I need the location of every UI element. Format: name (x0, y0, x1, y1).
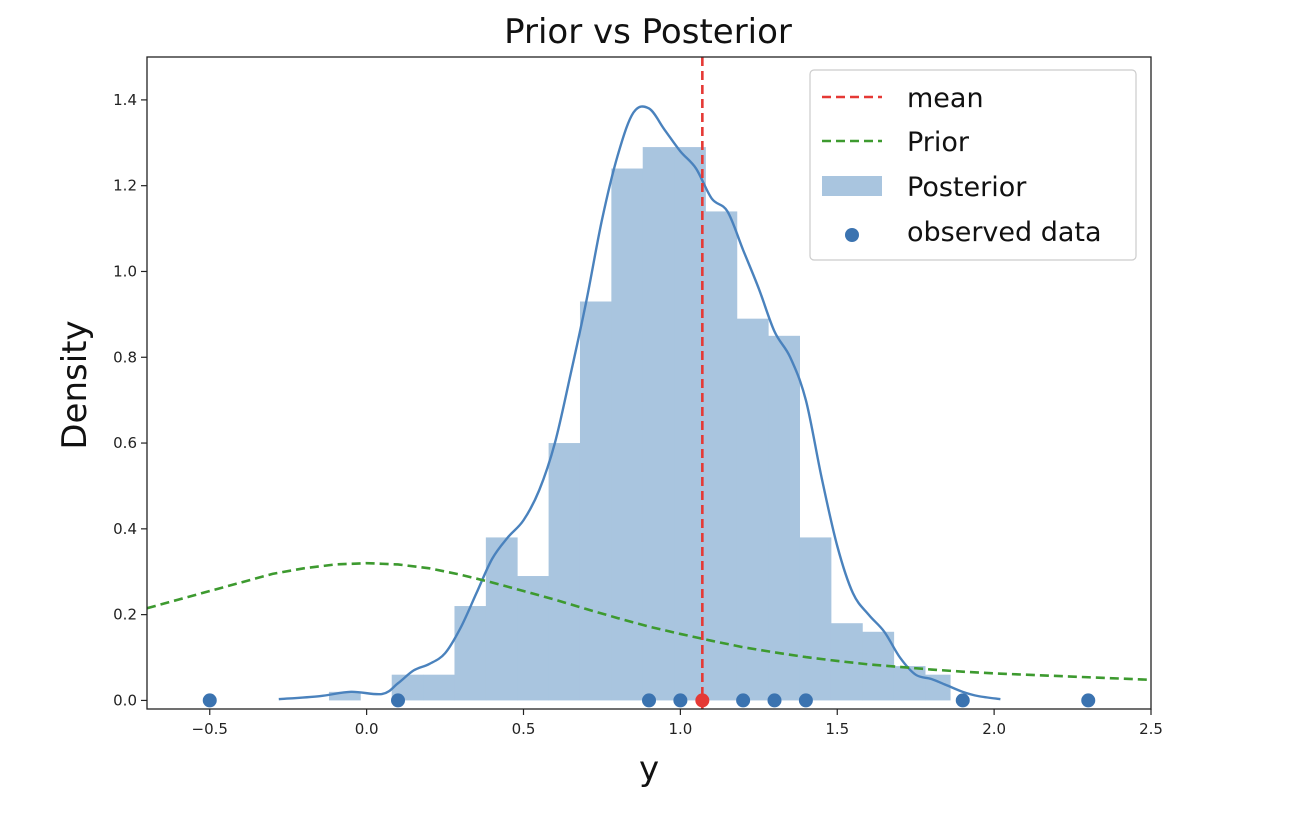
posterior-bar (579, 301, 612, 701)
observed-point (955, 693, 970, 708)
legend-prior-label: Prior (907, 127, 970, 158)
y-tick-label: 0.4 (113, 520, 137, 538)
x-axis: −0.5 0.0 0.5 1.0 1.5 2.0 2.5 (192, 709, 1163, 738)
y-tick-label: 0.0 (113, 691, 137, 709)
legend: mean Prior Posterior observed data (809, 69, 1137, 261)
posterior-bar (423, 674, 455, 701)
y-axis: 0.0 0.2 0.4 0.6 0.8 1.0 1.2 1.4 (113, 91, 147, 709)
observed-point (642, 693, 656, 708)
legend-posterior-label: Posterior (907, 172, 1027, 203)
observed-point (736, 693, 751, 708)
mean-point (695, 693, 710, 708)
observed-point (798, 693, 813, 708)
prior-line (147, 561, 1151, 682)
posterior-bar (768, 335, 800, 701)
posterior-bar (485, 537, 518, 701)
y-axis-label: Density (55, 320, 95, 449)
posterior-bar (548, 443, 581, 701)
observed-point (673, 693, 688, 708)
observed-point (391, 693, 405, 708)
posterior-bar (328, 691, 361, 701)
y-tick-label: 0.2 (113, 606, 137, 624)
posterior-bar (705, 211, 738, 701)
posterior-bar (517, 576, 549, 701)
posterior-bar (642, 147, 675, 701)
x-tick-label: 0.0 (355, 720, 379, 738)
y-tick-label: 0.6 (113, 434, 137, 452)
legend-frame (809, 69, 1137, 261)
legend-posterior-swatch (822, 176, 882, 196)
x-tick-label: −0.5 (192, 720, 228, 738)
posterior-bar (611, 168, 644, 701)
y-tick-label: 0.8 (113, 348, 137, 366)
axes-frame (146, 56, 1152, 710)
plot-area (147, 57, 1151, 709)
observed-point (767, 693, 782, 708)
x-tick-label: 0.5 (512, 720, 536, 738)
posterior-bar (674, 147, 706, 701)
observed-point (202, 693, 217, 708)
observed-point (1081, 693, 1096, 708)
x-tick-label: 2.0 (982, 720, 1006, 738)
legend-observed-label: observed data (907, 217, 1102, 248)
posterior-bar (799, 537, 832, 701)
y-tick-label: 1.0 (113, 262, 137, 280)
x-tick-label: 2.5 (1139, 720, 1163, 738)
posterior-bar (454, 606, 487, 701)
posterior-bar (736, 318, 769, 701)
posterior-bar (893, 666, 926, 701)
chart-title: Prior vs Posterior (504, 12, 792, 52)
x-tick-label: 1.0 (668, 720, 692, 738)
legend-observed-swatch (845, 228, 859, 242)
y-tick-label: 1.2 (113, 177, 137, 195)
posterior-kde-line (278, 105, 1001, 701)
y-tick-label: 1.4 (113, 91, 137, 109)
x-tick-label: 1.5 (825, 720, 849, 738)
legend-mean-label: mean (907, 83, 984, 114)
x-axis-label: y (639, 749, 659, 789)
